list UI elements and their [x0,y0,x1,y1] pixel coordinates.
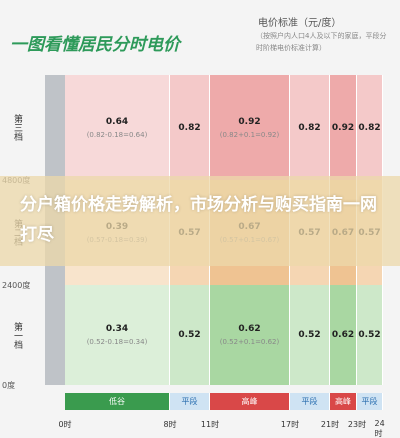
price-cell: 0.92 (0.82+0.1=0.92) [210,75,290,180]
price: 0.92 [238,116,261,127]
price-cell: 0.82 [357,75,383,180]
price: 0.82 [298,122,321,133]
price: 0.82 [358,122,381,133]
price: 0.62 [238,324,261,334]
price-cell: 0.64 (0.82-0.18=0.64) [65,75,170,180]
price-cell: 0.82 [170,75,210,180]
price-cell: 0.92 [330,75,357,180]
price: 0.52 [178,330,201,340]
title: 一图看懂居民分时电价 [10,35,180,55]
tier-bound: 0度 [2,381,16,390]
period: 低谷 [65,393,170,410]
tier-bound: 2400度 [2,281,31,290]
price-cell: 0.52 [357,285,383,385]
period: 平段 [170,393,210,410]
formula: (0.82+0.1=0.92) [219,130,280,139]
time-label: 11时 [200,420,220,429]
time-label: 21时 [320,420,340,429]
note: （按照户内人口4人及以下的家庭，平段分时阶梯电价标准计算） [256,32,387,52]
price: 0.34 [105,324,129,334]
price-cell: 0.82 [290,75,330,180]
period: 高峰 [210,393,290,410]
price: 0.52 [298,330,321,340]
time-label: 24时 [374,419,385,438]
banner: 分户箱价格走势解析，市场分析与购买指南一网打尽 [20,195,377,245]
price-cell: 0.34 (0.52-0.18=0.34) [65,285,170,385]
price: 0.82 [178,122,201,133]
price-cell: 0.52 [290,285,330,385]
time-label: 8时 [163,420,177,429]
period: 平段 [290,393,330,410]
price-cell: 0.62 [330,285,357,385]
time-label: 23时 [347,420,367,429]
time-label: 0时 [58,420,72,429]
formula: (0.52-0.18=0.34) [86,338,148,346]
price: 0.62 [331,330,355,340]
price: 0.52 [358,330,381,340]
tier-label: 第三档 [12,114,22,141]
price: 0.64 [105,116,129,127]
formula: (0.52+0.1=0.62) [219,338,280,346]
price: 0.92 [331,122,355,133]
price-cell: 0.52 [170,285,210,385]
tier-label: 第一档 [12,321,22,349]
period: 平段 [357,393,383,410]
formula: (0.82-0.18=0.64) [86,130,148,139]
unit: 电价标准（元/度） [258,18,342,29]
banner-bg [0,176,400,266]
period: 高峰 [330,393,357,410]
time-label: 17时 [280,420,300,429]
price-cell: 0.62 (0.52+0.1=0.62) [210,285,290,385]
